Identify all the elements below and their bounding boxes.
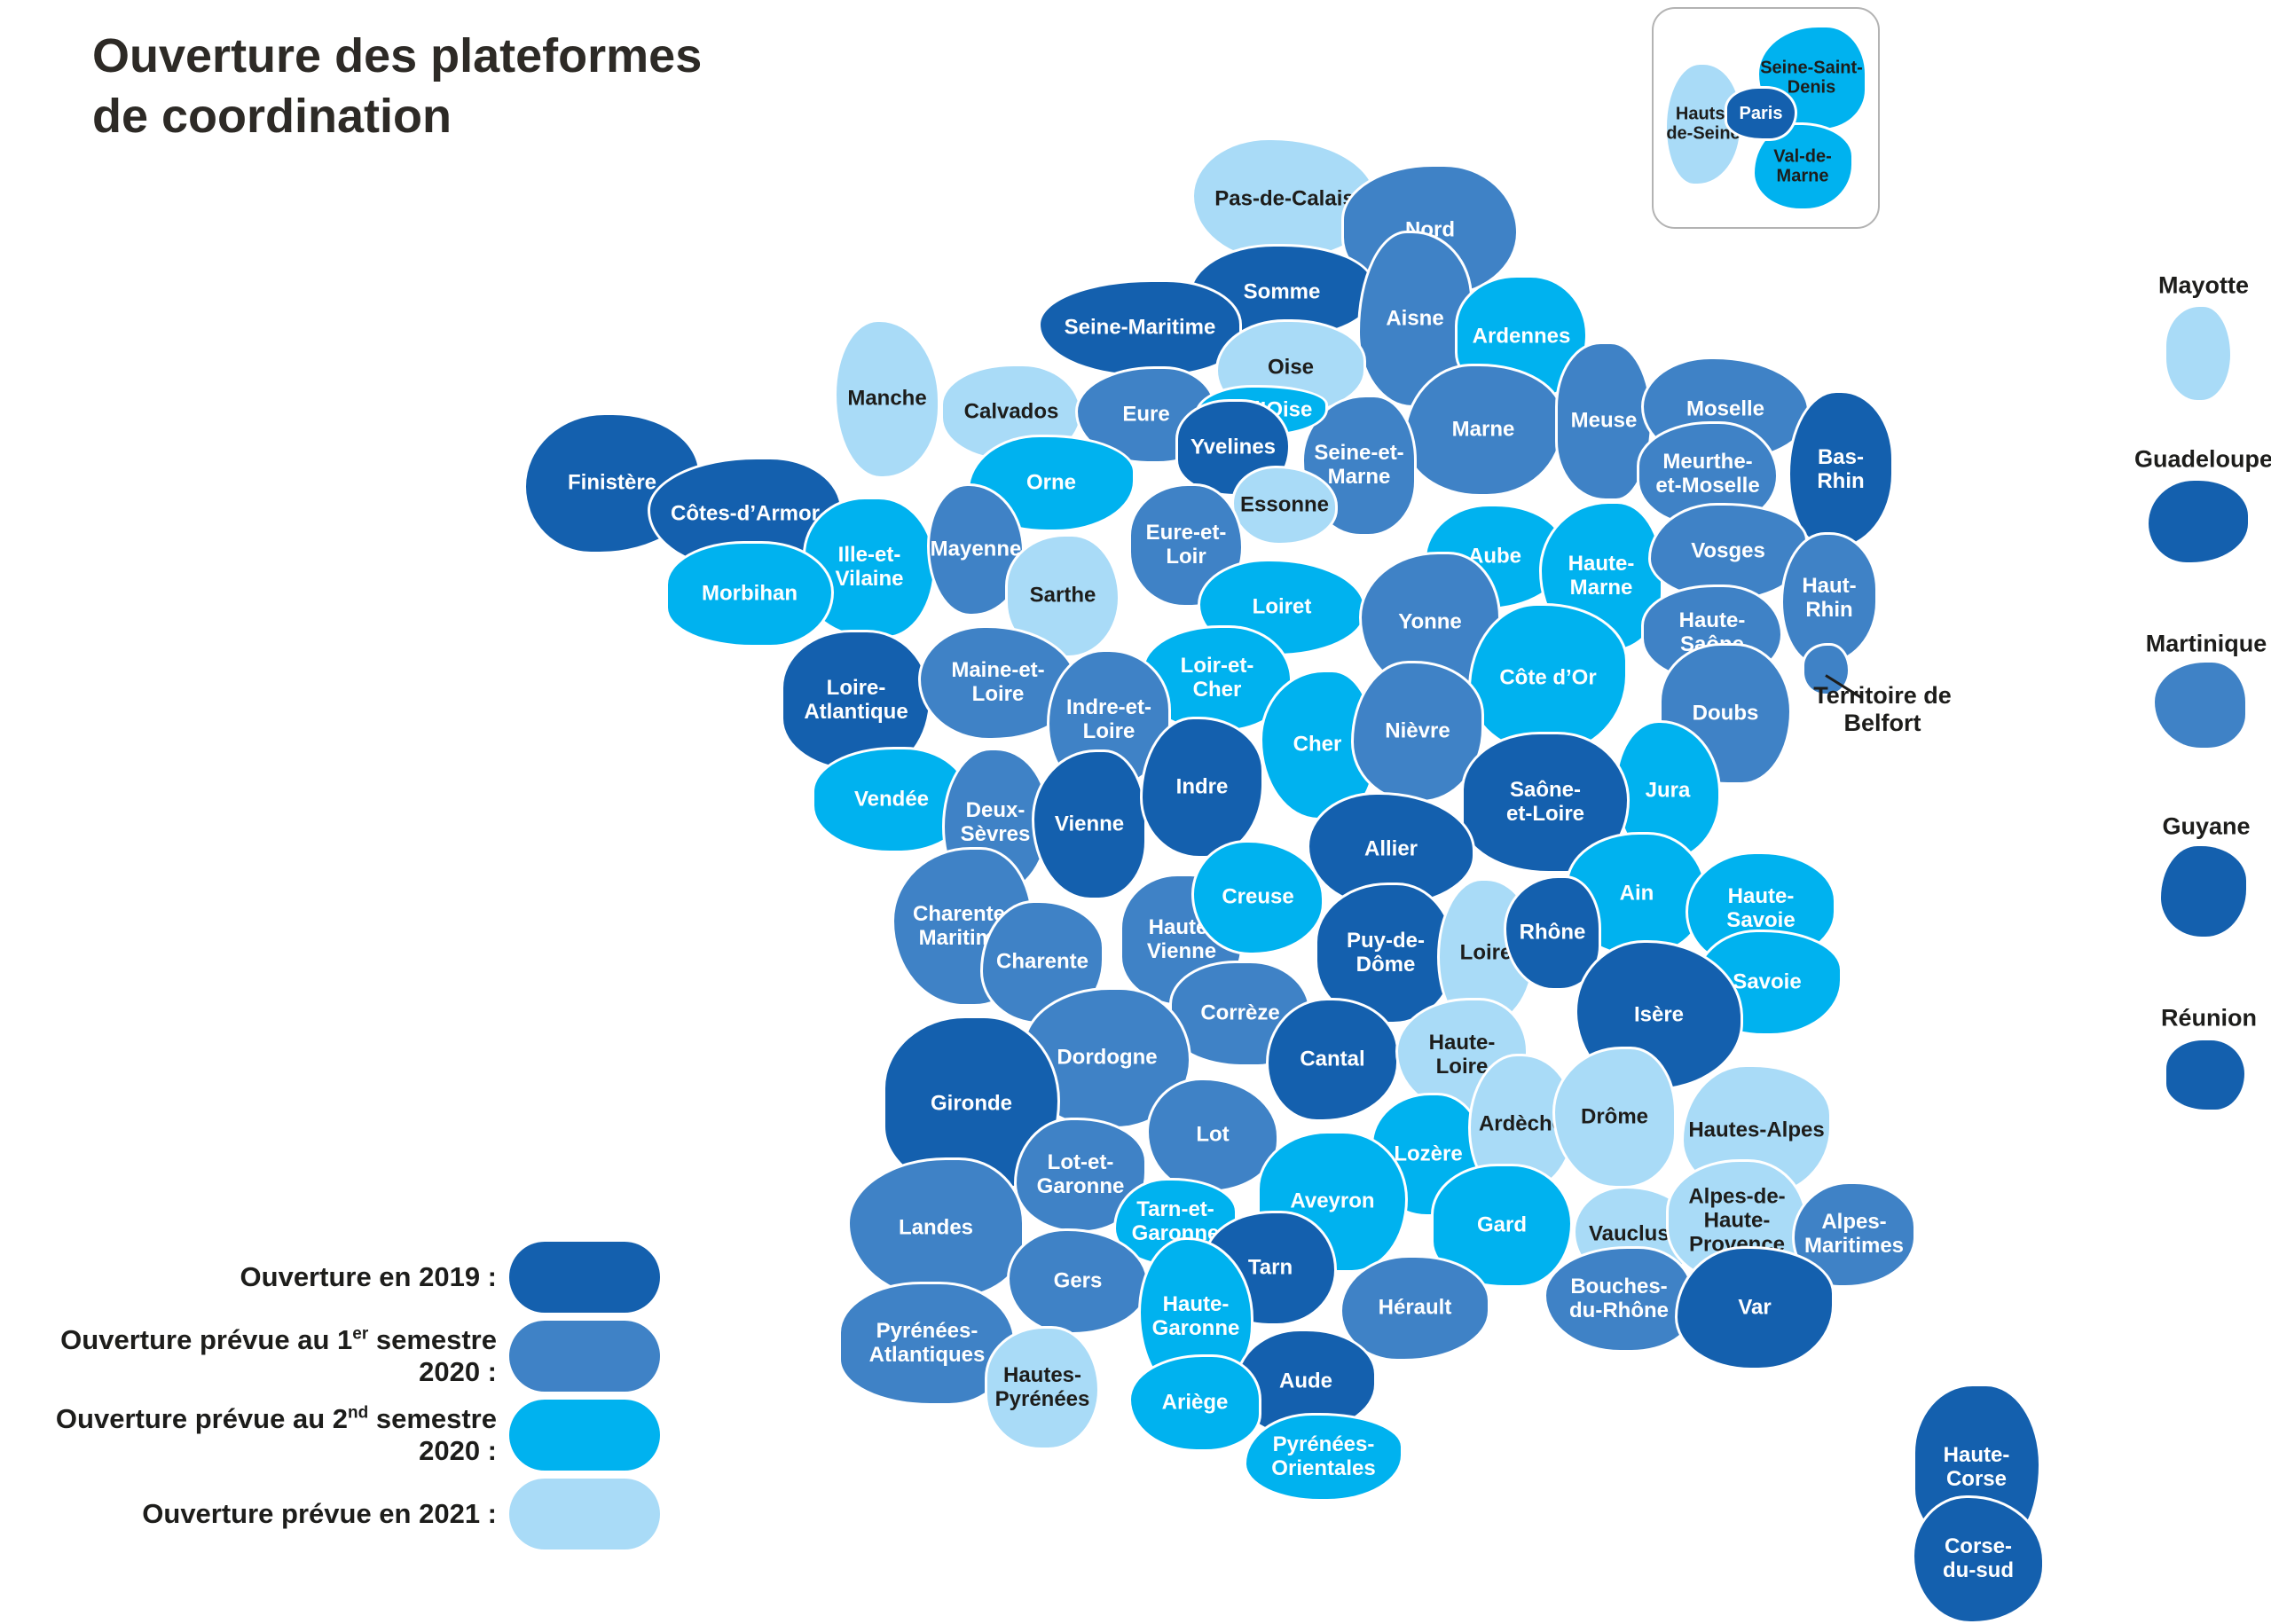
- department-vienne: [1032, 749, 1147, 900]
- legend-label-s2_2020: Ouverture prévue au 2nd semestre 2020 :: [55, 1403, 497, 1466]
- territory-shape-martinique: [2155, 663, 2245, 748]
- department-pyrenees-orientales: [1244, 1413, 1403, 1502]
- territory-label-guadeloupe: Guadeloupe: [2133, 445, 2271, 473]
- belfort-callout-label: Territoire de Belfort: [1813, 681, 1952, 736]
- department-manche: [834, 319, 940, 479]
- department-cantal: [1266, 998, 1399, 1122]
- department-seine-maritime: [1038, 279, 1242, 377]
- department-gers: [1007, 1228, 1149, 1335]
- legend-swatch-open_2019: [509, 1242, 660, 1313]
- legend-swatch-s1_2020: [509, 1321, 660, 1392]
- territory-label-martinique: Martinique: [2145, 630, 2267, 657]
- department-herault: [1340, 1255, 1490, 1361]
- legend-swatch-y2021: [509, 1479, 660, 1549]
- department-var: [1675, 1246, 1835, 1370]
- territory-label-reunion: Réunion: [2161, 1004, 2257, 1032]
- department-indre: [1140, 717, 1264, 859]
- legend-item-s2_2020: Ouverture prévue au 2nd semestre 2020 :: [0, 1400, 660, 1471]
- legend-item-open_2019: Ouverture en 2019 :: [0, 1242, 660, 1313]
- department-hautes-pyrenees: [985, 1326, 1100, 1450]
- department-meuse: [1555, 341, 1653, 501]
- department-rhone: [1504, 875, 1601, 991]
- legend-label-open_2019: Ouverture en 2019 :: [240, 1261, 497, 1292]
- department-morbihan: [665, 541, 834, 647]
- legend-item-y2021: Ouverture prévue en 2021 :: [0, 1479, 660, 1549]
- legend-swatch-s2_2020: [509, 1400, 660, 1471]
- department-lot: [1146, 1078, 1279, 1193]
- page-title-line1: Ouverture des plateformes: [92, 29, 703, 82]
- territory-label-guyane: Guyane: [2162, 812, 2251, 840]
- department-yvelines: [1175, 399, 1291, 497]
- department-marne: [1403, 364, 1563, 497]
- department-paris: [1725, 86, 1797, 141]
- territory-label-mayotte: Mayotte: [2157, 271, 2250, 299]
- territory-shape-guadeloupe: [2149, 481, 2248, 562]
- territory-shape-guyane: [2161, 846, 2246, 937]
- page-title: Ouverture des plateformes de coordinatio…: [92, 27, 702, 146]
- legend-label-s1_2020: Ouverture prévue au 1er semestre 2020 :: [60, 1324, 497, 1387]
- territory-shape-mayotte: [2166, 306, 2230, 400]
- department-landes: [847, 1157, 1025, 1299]
- legend-item-s1_2020: Ouverture prévue au 1er semestre 2020 :: [0, 1321, 660, 1392]
- territory-shape-reunion: [2166, 1040, 2244, 1110]
- department-drome: [1552, 1047, 1677, 1189]
- department-essonne: [1231, 466, 1338, 545]
- department-cote-d-or: [1468, 603, 1628, 754]
- department-bas-rhin: [1788, 390, 1894, 550]
- legend-label-y2021: Ouverture prévue en 2021 :: [142, 1498, 497, 1529]
- department-creuse: [1191, 840, 1324, 955]
- department-nord: [1341, 164, 1519, 297]
- department-ariege: [1128, 1354, 1261, 1452]
- department-corse-du-sud: [1912, 1495, 2045, 1624]
- department-maine-et-loire: [918, 625, 1078, 741]
- page-title-line2: de coordination: [92, 89, 452, 143]
- department-bouches-du-rhone: [1544, 1246, 1694, 1353]
- department-alpes-maritimes: [1792, 1181, 1916, 1288]
